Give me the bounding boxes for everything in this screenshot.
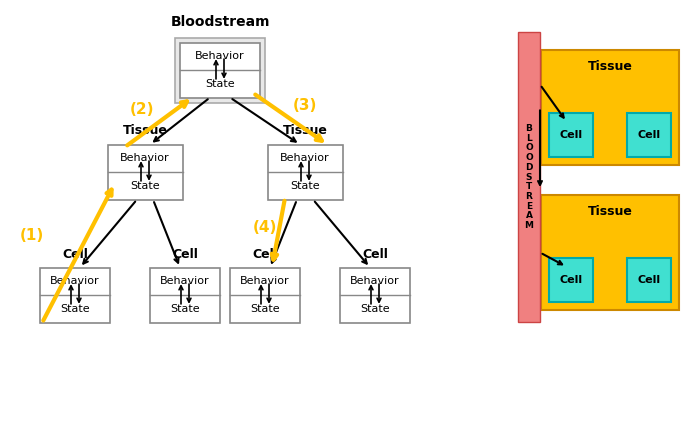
Text: Tissue: Tissue [588, 205, 633, 218]
Text: State: State [250, 304, 280, 314]
Text: State: State [130, 181, 160, 191]
Text: Tissue: Tissue [588, 60, 633, 73]
FancyBboxPatch shape [175, 37, 265, 102]
Text: (1): (1) [20, 227, 44, 243]
Text: Cell: Cell [362, 248, 388, 261]
FancyBboxPatch shape [549, 258, 593, 302]
Text: Bloodstream: Bloodstream [170, 15, 270, 30]
Text: Behavior: Behavior [351, 276, 400, 286]
FancyBboxPatch shape [40, 267, 110, 322]
Text: Cell: Cell [560, 130, 582, 140]
FancyBboxPatch shape [340, 267, 410, 322]
Text: Behavior: Behavior [195, 51, 245, 61]
FancyBboxPatch shape [549, 113, 593, 157]
Text: Behavior: Behavior [120, 153, 170, 163]
FancyBboxPatch shape [180, 43, 260, 98]
FancyBboxPatch shape [541, 50, 679, 165]
FancyBboxPatch shape [518, 32, 540, 322]
Text: State: State [290, 181, 319, 191]
Text: Cell: Cell [560, 275, 582, 285]
Text: Tissue: Tissue [283, 125, 328, 138]
FancyBboxPatch shape [150, 267, 220, 322]
FancyBboxPatch shape [108, 144, 182, 200]
Text: Cell: Cell [252, 248, 278, 261]
Text: (3): (3) [293, 98, 317, 113]
Text: Cell: Cell [172, 248, 198, 261]
Text: Cell: Cell [62, 248, 88, 261]
Text: Tissue: Tissue [123, 125, 168, 138]
Text: Behavior: Behavior [240, 276, 290, 286]
Text: Behavior: Behavior [280, 153, 330, 163]
Text: (2): (2) [130, 102, 155, 117]
Text: State: State [205, 79, 235, 89]
Text: State: State [360, 304, 390, 314]
Text: Behavior: Behavior [160, 276, 210, 286]
FancyBboxPatch shape [268, 144, 342, 200]
Text: Behavior: Behavior [50, 276, 100, 286]
FancyBboxPatch shape [627, 113, 671, 157]
FancyBboxPatch shape [627, 258, 671, 302]
Text: State: State [60, 304, 90, 314]
Text: State: State [170, 304, 200, 314]
Text: B
L
O
O
D
S
T
R
E
A
M: B L O O D S T R E A M [524, 124, 533, 230]
Text: (4): (4) [253, 221, 277, 236]
FancyBboxPatch shape [541, 195, 679, 310]
FancyBboxPatch shape [230, 267, 300, 322]
Text: Cell: Cell [638, 275, 660, 285]
Text: Cell: Cell [638, 130, 660, 140]
